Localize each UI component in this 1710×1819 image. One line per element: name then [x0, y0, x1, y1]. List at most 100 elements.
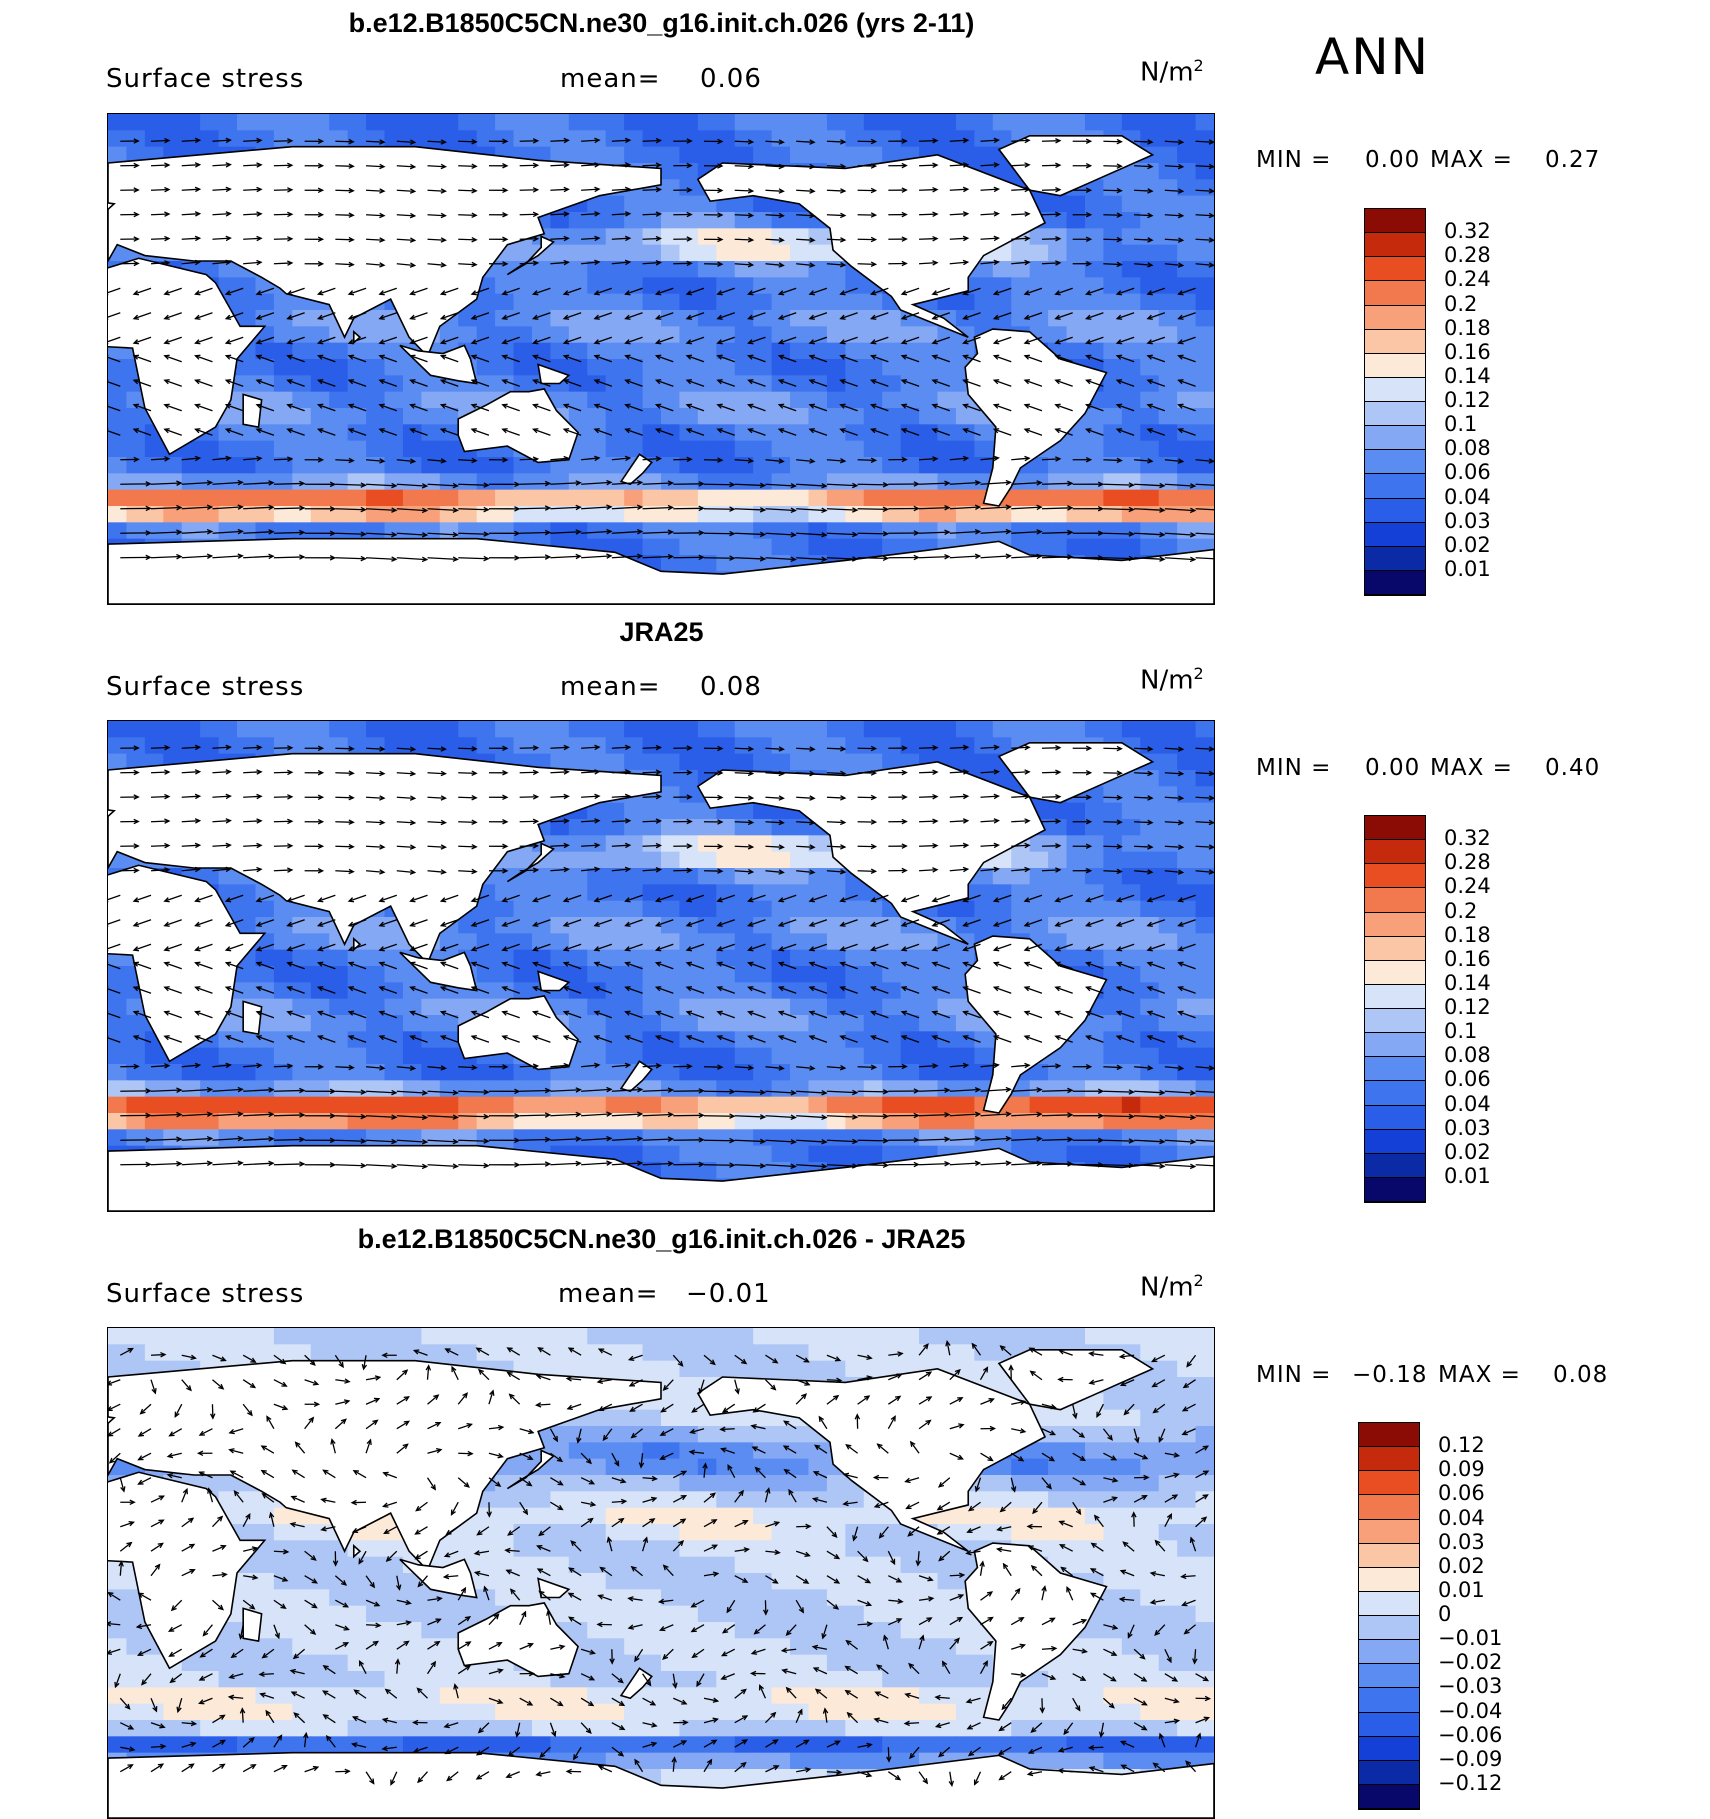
vector-shaft: [840, 312, 858, 320]
vector-shaft: [840, 379, 858, 387]
field-cell: [790, 130, 810, 148]
field-cell: [1177, 835, 1197, 853]
field-cell: [1121, 1064, 1141, 1081]
field-cell: [237, 1113, 257, 1130]
field-cell: [1195, 1047, 1214, 1065]
field-cell: [568, 130, 588, 148]
vector-shaft: [871, 404, 889, 412]
field-cell: [255, 375, 275, 393]
vector-head: [286, 290, 293, 296]
vector-head: [544, 505, 552, 511]
field-cell: [1121, 408, 1141, 425]
field-cell: [495, 473, 515, 491]
field-cell: [292, 310, 312, 327]
field-cell: [1195, 114, 1214, 131]
field-cell: [1121, 917, 1141, 934]
vector-shaft: [765, 508, 796, 512]
field-cell: [790, 933, 810, 951]
field-cell: [808, 522, 828, 540]
vector-shaft: [994, 336, 1012, 344]
vector-shaft: [212, 188, 231, 191]
field-cell: [753, 359, 773, 376]
field-cell: [255, 293, 275, 311]
field-cell: [771, 966, 791, 983]
vector-shaft: [318, 336, 336, 344]
field-cell: [384, 933, 404, 951]
vector-head: [655, 137, 663, 144]
field-cell: [550, 721, 570, 738]
vector-shaft: [212, 212, 231, 216]
vector-shaft: [563, 379, 582, 387]
vector-head: [882, 506, 890, 513]
field-cell: [679, 900, 699, 918]
field-cell: [1121, 261, 1141, 278]
field-cell: [550, 1129, 570, 1147]
vector-shaft: [796, 263, 815, 267]
field-cell: [458, 917, 478, 934]
field-cell: [1158, 851, 1178, 869]
vector-shaft: [441, 355, 459, 363]
field-cell: [237, 982, 257, 1000]
field-cell: [661, 851, 681, 869]
vector-head: [439, 290, 447, 296]
field-cell: [273, 489, 293, 507]
field-cell: [642, 538, 662, 556]
vector-head: [255, 403, 262, 409]
field-cell: [771, 851, 791, 869]
field-cell: [1066, 522, 1086, 540]
field-cell: [1066, 1047, 1086, 1065]
vector-shaft: [533, 336, 551, 344]
vector-shaft: [550, 482, 581, 485]
field-cell: [882, 342, 902, 360]
vector-shaft: [256, 379, 275, 387]
vector-shaft: [611, 261, 630, 265]
vector-shaft: [611, 139, 630, 142]
field-cell: [237, 1080, 257, 1098]
vector-head: [593, 428, 600, 434]
vector-head: [256, 259, 263, 266]
vector-head: [164, 186, 171, 193]
vector-shaft: [717, 404, 735, 412]
field-cell: [1177, 244, 1197, 262]
field-cell: [568, 277, 588, 295]
field-cell: [310, 1096, 330, 1114]
field-cell: [661, 146, 681, 164]
vector-shaft: [826, 214, 845, 217]
vector-head: [685, 314, 693, 320]
field-cell: [1084, 261, 1104, 278]
vector-shaft: [1164, 214, 1183, 217]
vector-shaft: [348, 379, 367, 387]
vector-shaft: [901, 355, 920, 363]
field-cell: [1140, 1129, 1160, 1147]
vector-head: [470, 314, 478, 320]
field-cell: [421, 737, 441, 755]
field-cell: [697, 457, 717, 474]
field-cell: [661, 489, 681, 507]
vector-head: [992, 314, 1000, 320]
field-cell: [218, 1129, 238, 1147]
field-cell: [550, 473, 570, 491]
field-cell: [771, 359, 791, 376]
vector-head: [317, 745, 325, 752]
field-cell: [624, 868, 644, 885]
field-cell: [992, 737, 1012, 755]
field-cell: [624, 489, 644, 507]
vector-shaft: [471, 336, 490, 344]
field-cell: [1177, 293, 1197, 311]
field-cell: [697, 1129, 717, 1147]
vector-shaft: [994, 355, 1012, 363]
field-cell: [1066, 1113, 1086, 1130]
vector-shaft: [748, 355, 766, 363]
vector-head: [808, 379, 815, 385]
vector-head: [224, 339, 232, 345]
field-cell: [845, 342, 865, 360]
field-cell: [1066, 293, 1086, 311]
vector-head: [501, 354, 508, 360]
field-cell: [255, 489, 275, 507]
field-cell: [1177, 900, 1197, 918]
field-cell: [661, 1015, 681, 1032]
field-cell: [1103, 261, 1123, 278]
field-cell: [734, 802, 754, 820]
vector-head: [316, 428, 324, 434]
field-cell: [661, 819, 681, 836]
